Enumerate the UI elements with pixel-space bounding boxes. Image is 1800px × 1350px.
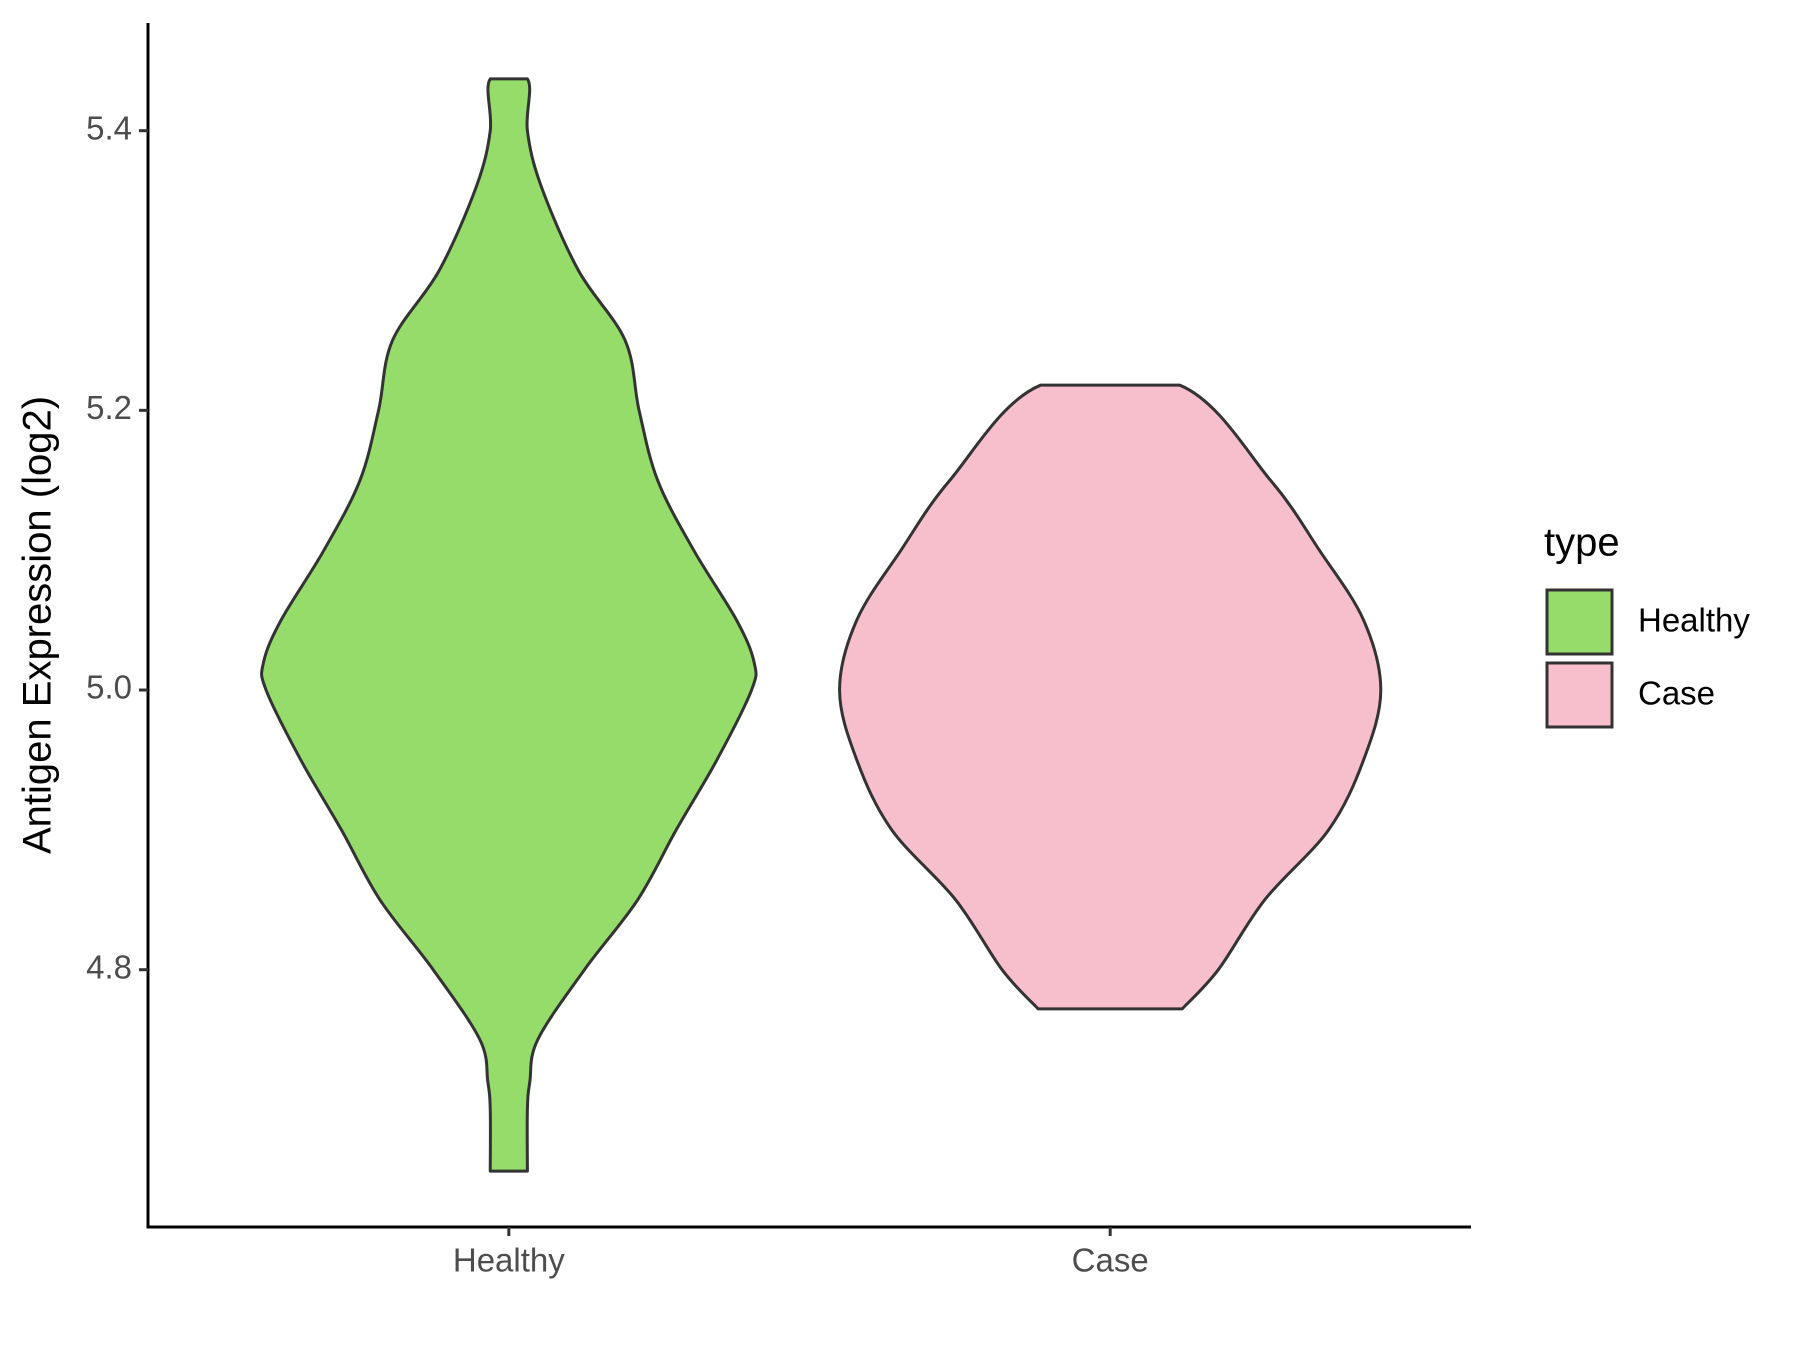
y-tick-label: 5.2 xyxy=(86,389,132,426)
violin xyxy=(260,77,758,1173)
violin xyxy=(838,383,1383,1011)
legend-label: Case xyxy=(1638,675,1715,712)
legend-key xyxy=(1545,661,1614,729)
legend-label: Healthy xyxy=(1638,602,1750,639)
y-tick-label: 5.4 xyxy=(86,109,132,146)
y-tick-label: 5.0 xyxy=(86,669,132,706)
legend-key xyxy=(1545,588,1614,656)
x-tick-label: Healthy xyxy=(453,1242,565,1279)
y-tick-label: 4.8 xyxy=(86,948,132,985)
y-axis-title: Antigen Expression (log2) xyxy=(16,396,60,854)
legend-title: type xyxy=(1544,521,1620,565)
x-tick-label: Case xyxy=(1072,1242,1149,1279)
